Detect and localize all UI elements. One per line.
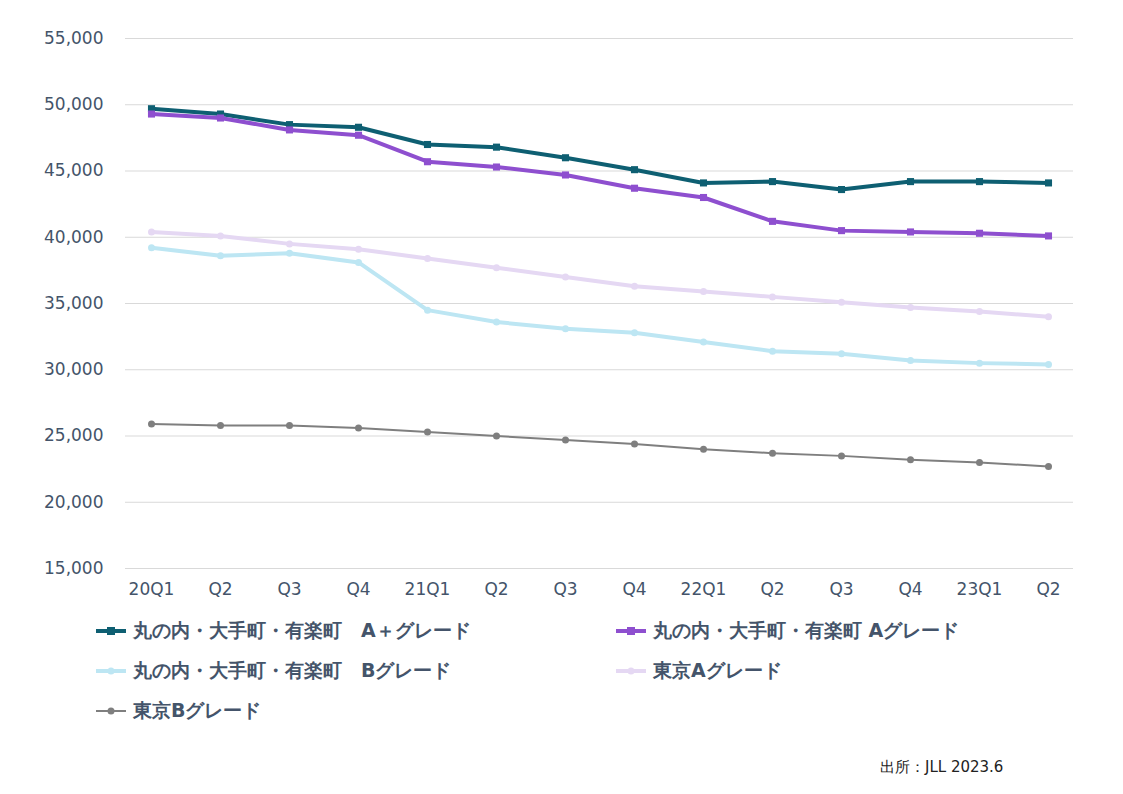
html-text:出所：JLL 2023.6: 出所：JLL 2023.6 [880, 758, 1004, 776]
svg-text:50,000: 50,000 [44, 94, 103, 114]
svg-text:Q4: Q4 [346, 579, 370, 599]
svg-text:Q4: Q4 [622, 579, 646, 599]
svg-text:40,000: 40,000 [44, 227, 103, 247]
svg-text:Q4: Q4 [898, 579, 922, 599]
svg-text:20Q1: 20Q1 [129, 579, 175, 599]
svg-text:22Q1: 22Q1 [681, 579, 727, 599]
svg-text:Q2: Q2 [760, 579, 784, 599]
svg-text:15,000: 15,000 [44, 558, 103, 578]
svg-text:20,000: 20,000 [44, 492, 103, 512]
svg-text:35,000: 35,000 [44, 293, 103, 313]
svg-text:Q3: Q3 [277, 579, 301, 599]
svg-text:Q3: Q3 [553, 579, 577, 599]
svg-text:Q2: Q2 [208, 579, 232, 599]
svg-text:30,000: 30,000 [44, 359, 103, 379]
svg-text:25,000: 25,000 [44, 425, 103, 445]
html-text:丸の内・大手町・有楽町 Aグレード: 丸の内・大手町・有楽町 Aグレード [653, 619, 960, 641]
svg-text:Q2: Q2 [484, 579, 508, 599]
svg-text:Q2: Q2 [1036, 579, 1060, 599]
svg-text:21Q1: 21Q1 [405, 579, 451, 599]
svg-text:23Q1: 23Q1 [957, 579, 1003, 599]
html-text:丸の内・大手町・有楽町 A＋グレード: 丸の内・大手町・有楽町 A＋グレード [133, 619, 471, 641]
html-text:丸の内・大手町・有楽町 Bグレード: 丸の内・大手町・有楽町 Bグレード [133, 659, 452, 681]
svg-text:Q3: Q3 [829, 579, 853, 599]
html-text:東京Aグレード: 東京Aグレード [653, 659, 782, 681]
svg-text:55,000: 55,000 [44, 28, 103, 48]
html-text:東京Bグレード: 東京Bグレード [133, 699, 262, 721]
svg-text:45,000: 45,000 [44, 160, 103, 180]
